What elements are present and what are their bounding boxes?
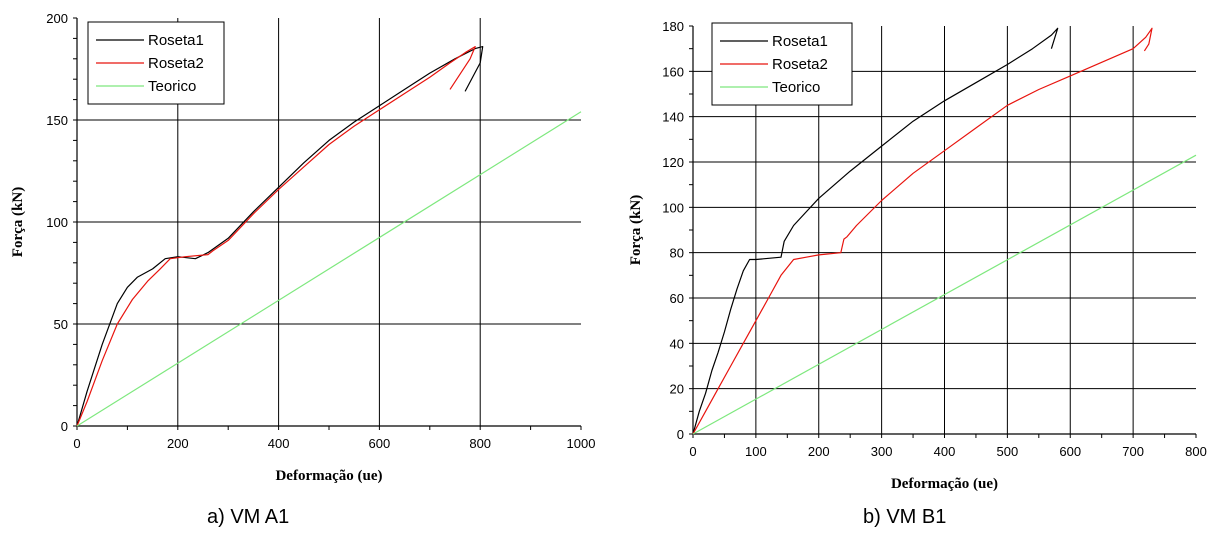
chart-a-y-tick-label: 200 bbox=[46, 11, 68, 26]
chart-b-y-tick-label: 20 bbox=[670, 382, 684, 397]
chart-b-y-tick-label: 60 bbox=[670, 291, 684, 306]
chart-b-x-tick-label: 300 bbox=[871, 444, 893, 459]
chart-a-series-roseta2 bbox=[76, 45, 476, 427]
chart-a: 0 200 400 600 800 1000 0 50 100 150 200 Deformação … bbox=[10, 11, 595, 484]
chart-b-series-roseta2 bbox=[692, 27, 1153, 435]
chart-a-x-tick-label: 800 bbox=[469, 436, 491, 451]
chart-b-x-tick-label: 0 bbox=[689, 444, 696, 459]
chart-a-y-tick-label: 100 bbox=[46, 215, 68, 230]
chart-a-x-tick-label: 1000 bbox=[567, 436, 596, 451]
chart-b-legend-label-teorico: Teorico bbox=[772, 79, 820, 96]
chart-b-y-tick-label: 0 bbox=[677, 427, 684, 442]
chart-b-y-tick-label: 120 bbox=[662, 155, 684, 170]
chart-a-legend: Roseta1 Roseta2 Teorico bbox=[87, 21, 225, 105]
chart-a-y-tick-label: 0 bbox=[61, 419, 68, 434]
chart-b-legend: Roseta1 Roseta2 Teorico bbox=[711, 22, 853, 106]
chart-a-legend-label-roseta2: Roseta2 bbox=[148, 55, 204, 72]
chart-a-y-tick-label: 50 bbox=[54, 317, 68, 332]
chart-b-y-tick-label: 100 bbox=[662, 200, 684, 215]
chart-a-legend-label-teorico: Teorico bbox=[148, 78, 196, 95]
chart-b-series-teorico bbox=[692, 154, 1197, 435]
chart-b-series-roseta1 bbox=[692, 27, 1059, 435]
chart-b-x-axis-label: Deformação (ue) bbox=[891, 476, 998, 492]
chart-b-y-tick-label: 140 bbox=[662, 110, 684, 125]
chart-b-legend-label-roseta2: Roseta2 bbox=[772, 56, 828, 73]
chart-b-x-tick-label: 500 bbox=[997, 444, 1019, 459]
chart-a-x-tick-label: 0 bbox=[73, 436, 80, 451]
chart-a-series-teorico bbox=[76, 111, 582, 427]
chart-b-y-tick-label: 40 bbox=[670, 336, 684, 351]
chart-b-caption: b) VM B1 bbox=[863, 506, 947, 528]
chart-a-y-tick-label: 150 bbox=[46, 113, 68, 128]
chart-b-x-tick-label: 700 bbox=[1122, 444, 1144, 459]
chart-b-legend-label-roseta1: Roseta1 bbox=[772, 33, 828, 50]
chart-a-x-tick-label: 200 bbox=[167, 436, 189, 451]
chart-a-legend-label-roseta1: Roseta1 bbox=[148, 32, 204, 49]
chart-b-x-tick-label: 600 bbox=[1059, 444, 1081, 459]
chart-b-y-axis-label: Força (kN) bbox=[628, 195, 644, 265]
chart-a-x-axis-label: Deformação (ue) bbox=[275, 468, 382, 484]
chart-b-x-tick-label: 100 bbox=[745, 444, 767, 459]
chart-b-y-tick-label: 80 bbox=[670, 246, 684, 261]
chart-b: 0 100 200 300 400 500 600 700 800 0 20 40 60 80 100 120… bbox=[628, 19, 1207, 492]
chart-a-x-tick-label: 400 bbox=[268, 436, 290, 451]
chart-a-y-axis-label: Força (kN) bbox=[10, 187, 26, 257]
chart-b-x-tick-label: 800 bbox=[1185, 444, 1207, 459]
chart-b-x-tick-label: 200 bbox=[808, 444, 830, 459]
chart-b-y-tick-label: 180 bbox=[662, 19, 684, 34]
chart-a-caption: a) VM A1 bbox=[207, 506, 290, 528]
chart-b-x-tick-label: 400 bbox=[934, 444, 956, 459]
chart-a-x-tick-label: 600 bbox=[369, 436, 391, 451]
chart-b-y-tick-label: 160 bbox=[662, 64, 684, 79]
